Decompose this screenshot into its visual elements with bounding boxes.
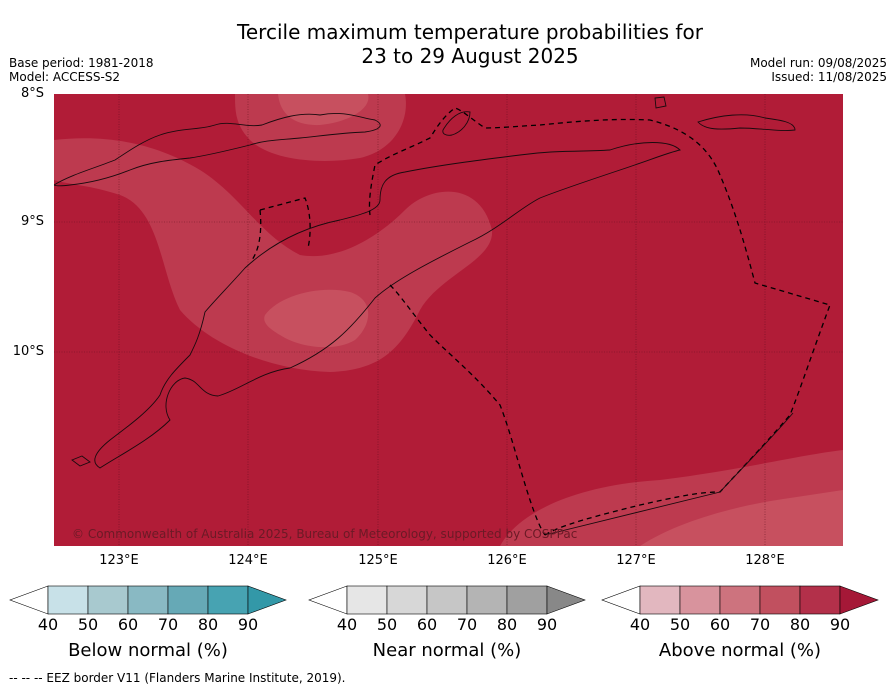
- prob-region-80: [54, 138, 493, 372]
- near-tick-90: 90: [536, 615, 558, 634]
- model-name: Model: ACCESS-S2: [9, 70, 121, 84]
- below-tick-90: 90: [237, 615, 259, 634]
- above-tick-60: 60: [709, 615, 731, 634]
- prob-region-80-north: [235, 94, 406, 161]
- near-arrow-high: [546, 585, 586, 615]
- colorbar-near-normal: [308, 585, 586, 615]
- colorbar-above-normal: [601, 585, 879, 615]
- above-tick-40: 40: [629, 615, 651, 634]
- lat-label-8s: 8°S: [20, 86, 44, 101]
- above-swatch-50: [639, 585, 681, 615]
- below-arrow-high: [247, 585, 287, 615]
- lon-label-127e: 127°E: [616, 553, 656, 568]
- near-swatch-70: [426, 585, 468, 615]
- near-tick-40: 40: [336, 615, 358, 634]
- above-tick-80: 80: [789, 615, 811, 634]
- meta-right: Model run: 09/08/2025 Issued: 11/08/2025: [750, 56, 887, 84]
- below-swatch-90: [207, 585, 249, 615]
- near-swatch-90: [506, 585, 548, 615]
- chart-title: Tercile maximum temperature probabilitie…: [170, 20, 770, 68]
- colorbar-below-normal: [9, 585, 287, 615]
- graticule: [54, 94, 843, 546]
- above-arrow-low: [601, 585, 641, 615]
- meta-left: Base period: 1981-2018 Model: ACCESS-S2: [9, 56, 154, 84]
- land-border: [544, 412, 794, 536]
- flores-coastline: [54, 112, 381, 187]
- above-swatch-60: [679, 585, 721, 615]
- above-swatch-80: [759, 585, 801, 615]
- near-tick-60: 60: [416, 615, 438, 634]
- lon-label-123e: 123°E: [99, 553, 139, 568]
- near-swatch-80: [466, 585, 508, 615]
- above-arrow-high: [839, 585, 879, 615]
- rote-coastline: [71, 455, 91, 467]
- title-line-2: 23 to 29 August 2025: [361, 44, 579, 68]
- lon-label-126e: 126°E: [487, 553, 527, 568]
- atauro-coastline: [442, 111, 471, 136]
- issued-date: Issued: 11/08/2025: [771, 70, 887, 84]
- above-tick-90: 90: [829, 615, 851, 634]
- near-tick-80: 80: [496, 615, 518, 634]
- legend-title-near: Near normal (%): [372, 640, 522, 661]
- above-tick-50: 50: [669, 615, 691, 634]
- small-island-1: [654, 96, 667, 109]
- below-swatch-80: [167, 585, 209, 615]
- near-arrow-low: [308, 585, 348, 615]
- timor-coastline: [94, 142, 681, 469]
- title-line-1: Tercile maximum temperature probabilitie…: [237, 20, 703, 44]
- lat-label-9s: 9°S: [20, 214, 44, 229]
- above-swatch-90: [799, 585, 841, 615]
- near-tick-70: 70: [456, 615, 478, 634]
- below-tick-40: 40: [37, 615, 59, 634]
- below-tick-80: 80: [197, 615, 219, 634]
- near-swatch-50: [346, 585, 388, 615]
- lon-label-125e: 125°E: [358, 553, 398, 568]
- below-tick-60: 60: [117, 615, 139, 634]
- wetar-coastline: [697, 114, 796, 131]
- below-tick-70: 70: [157, 615, 179, 634]
- prob-region-70-center: [264, 289, 369, 348]
- base-period: Base period: 1981-2018: [9, 56, 154, 70]
- lon-label-128e: 128°E: [745, 553, 785, 568]
- below-arrow-low: [9, 585, 49, 615]
- below-tick-50: 50: [77, 615, 99, 634]
- legend-title-above: Above normal (%): [658, 640, 822, 661]
- prob-region-70-south: [640, 490, 843, 546]
- lat-label-10s: 10°S: [12, 344, 44, 359]
- eez-border: [251, 107, 831, 536]
- below-swatch-50: [47, 585, 89, 615]
- near-swatch-60: [386, 585, 428, 615]
- above-swatch-70: [719, 585, 761, 615]
- legend-title-below: Below normal (%): [68, 640, 228, 661]
- below-swatch-70: [127, 585, 169, 615]
- below-swatch-60: [87, 585, 129, 615]
- near-tick-50: 50: [376, 615, 398, 634]
- lon-label-124e: 124°E: [228, 553, 268, 568]
- above-tick-70: 70: [749, 615, 771, 634]
- model-run: Model run: 09/08/2025: [749, 56, 887, 70]
- eez-footnote: -- -- -- EEZ border V11 (Flanders Marine…: [9, 671, 346, 685]
- prob-region-70-north: [278, 94, 369, 126]
- copyright-notice: © Commonwealth of Australia 2025, Bureau…: [72, 527, 578, 541]
